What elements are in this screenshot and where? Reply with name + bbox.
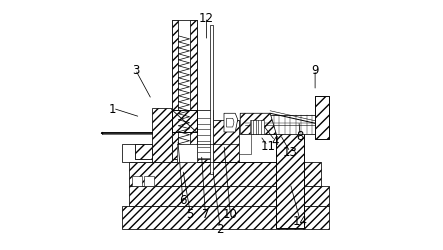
Text: 14: 14: [293, 214, 307, 227]
Text: 3: 3: [132, 64, 139, 77]
Polygon shape: [245, 115, 326, 135]
Polygon shape: [129, 162, 321, 186]
Text: 9: 9: [311, 64, 319, 77]
Polygon shape: [122, 145, 152, 162]
Bar: [276, 125, 304, 228]
Polygon shape: [101, 132, 103, 135]
Polygon shape: [240, 114, 276, 135]
Bar: [250, 120, 264, 135]
Bar: [171, 20, 197, 160]
Bar: [144, 176, 154, 186]
Polygon shape: [197, 120, 239, 162]
Polygon shape: [224, 114, 238, 132]
Bar: [315, 96, 329, 140]
Text: 5: 5: [187, 207, 194, 220]
Polygon shape: [171, 110, 197, 132]
Polygon shape: [129, 186, 329, 206]
Text: 6: 6: [179, 193, 187, 206]
Bar: [136, 145, 149, 160]
Bar: [177, 145, 197, 162]
Text: 12: 12: [199, 12, 214, 24]
Bar: [197, 110, 213, 160]
Bar: [210, 26, 213, 175]
Polygon shape: [276, 125, 304, 228]
Text: 11: 11: [260, 140, 275, 152]
Text: 10: 10: [223, 207, 238, 220]
Polygon shape: [152, 109, 177, 162]
Text: 13: 13: [283, 146, 298, 159]
Text: 8: 8: [296, 130, 304, 143]
Text: 7: 7: [202, 207, 209, 220]
Polygon shape: [171, 20, 178, 160]
Text: 4: 4: [272, 135, 279, 148]
Polygon shape: [226, 119, 234, 128]
Text: 1: 1: [109, 102, 117, 115]
Polygon shape: [136, 145, 152, 160]
Bar: [132, 176, 142, 186]
Polygon shape: [122, 206, 329, 230]
Polygon shape: [190, 20, 197, 160]
Text: 2: 2: [217, 222, 224, 235]
Bar: [239, 135, 252, 155]
